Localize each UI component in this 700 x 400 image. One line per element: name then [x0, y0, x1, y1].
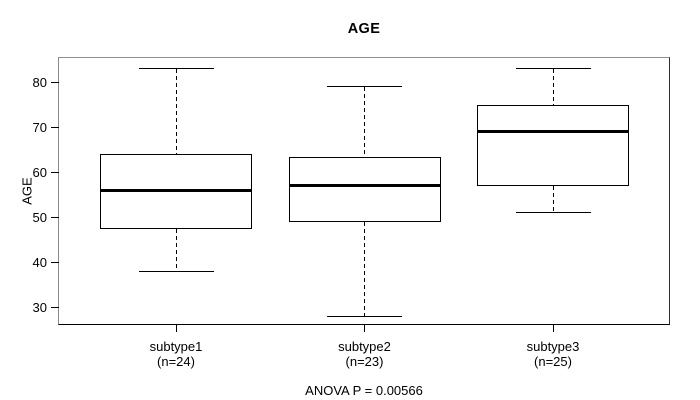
group-n-count: (n=24): [157, 353, 195, 369]
y-tick-line: [51, 126, 59, 128]
median-line: [478, 130, 628, 134]
lower-whisker-line: [175, 228, 177, 272]
y-tick-label: 80: [32, 74, 47, 90]
y-tick-label: 50: [32, 209, 47, 225]
x-tick-line: [364, 325, 365, 332]
group-n-count: (n=23): [345, 353, 384, 369]
lower-whisker-cap: [515, 212, 591, 214]
lower-whisker-cap: [138, 270, 214, 272]
y-tick-label: 30: [32, 299, 47, 315]
group-n-count: (n=25): [534, 353, 572, 369]
y-tick-label: 60: [32, 164, 47, 180]
upper-whisker-line: [552, 68, 554, 105]
upper-whisker-line: [364, 86, 365, 157]
y-tick-label: 40: [32, 254, 47, 270]
lower-whisker-line: [552, 185, 554, 213]
lower-whisker-line: [364, 221, 365, 317]
y-tick-label: 70: [32, 119, 47, 135]
chart-title: AGE: [347, 21, 381, 37]
upper-whisker-line: [175, 68, 177, 155]
y-tick-line: [51, 216, 59, 218]
anova-p-annotation: ANOVA P = 0.00566: [305, 383, 423, 398]
group-name: subtype1: [149, 339, 203, 354]
lower-whisker-cap: [327, 315, 402, 317]
upper-whisker-cap: [327, 86, 402, 88]
iqr-box: [288, 156, 441, 222]
y-tick-line: [51, 261, 59, 263]
group-name: subtype3: [526, 339, 580, 354]
x-category-label: subtype2 (n=23): [290, 339, 440, 369]
iqr-box: [477, 104, 629, 186]
x-tick-line: [552, 325, 554, 332]
upper-whisker-cap: [515, 68, 591, 70]
x-category-label: subtype3 (n=25): [478, 339, 628, 369]
y-tick-line: [51, 306, 59, 308]
x-tick-line: [175, 325, 177, 332]
upper-whisker-cap: [138, 68, 214, 70]
x-category-label: subtype1 (n=24): [101, 339, 251, 369]
y-tick-line: [51, 171, 59, 173]
median-line: [101, 188, 251, 192]
y-tick-line: [51, 81, 59, 83]
median-line: [289, 184, 440, 188]
group-name: subtype2: [338, 339, 391, 354]
